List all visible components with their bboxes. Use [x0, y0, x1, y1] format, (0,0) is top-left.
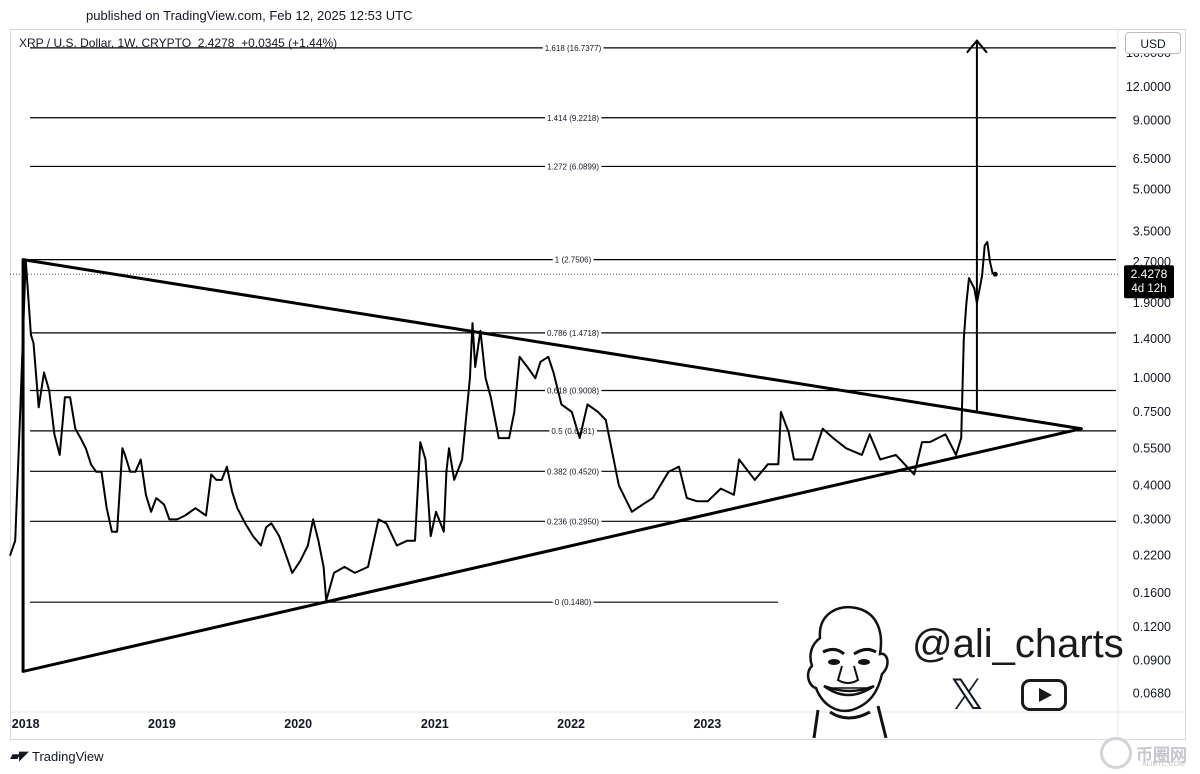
y-tick-label: 9.0000 — [1133, 114, 1171, 128]
y-tick-label: 0.5500 — [1133, 441, 1171, 455]
published-note: published on TradingView.com, Feb 12, 20… — [86, 8, 413, 23]
y-tick-label: 5.0000 — [1133, 183, 1171, 197]
fib-level-label: 0.618 (0.9008) — [547, 386, 599, 395]
x-tick-label: 2019 — [148, 717, 176, 731]
price-readout-countdown: 4d 12h — [1131, 283, 1166, 295]
fib-label-bg — [544, 162, 602, 172]
fib-levels: 0 (0.1480) 0.236 (0.2950) 0.382 (0.4520) 0.… — [10, 43, 1118, 608]
watermark-logo-icon — [1100, 737, 1132, 769]
y-tick-label: 6.5000 — [1133, 152, 1171, 166]
last-price-dot — [992, 271, 998, 277]
currency-button[interactable]: USD — [1125, 32, 1181, 54]
fib-level-label: 0.5 (0.6381) — [551, 427, 594, 436]
avatar-icon — [806, 605, 889, 738]
tradingview-logo-text: TradingView — [32, 748, 104, 764]
symbol-change: +0.0345 (+1.44%) — [241, 36, 338, 50]
x-logo-icon[interactable]: 𝕏 — [950, 671, 984, 718]
fib-label-bg — [544, 386, 602, 396]
y-tick-label: 1.4000 — [1133, 332, 1171, 346]
watermark-text: 币圈网 — [1136, 745, 1187, 765]
fib-level-label: 0.382 (0.4520) — [547, 467, 599, 476]
y-tick-label: 0.7500 — [1133, 405, 1171, 419]
chart-frame[interactable] — [10, 29, 1186, 740]
y-tick-label: 0.2200 — [1133, 549, 1171, 563]
fib-level-label: 1.272 (6.0899) — [547, 162, 599, 171]
y-tick-label: 0.3000 — [1133, 512, 1171, 526]
site-watermark: 币圈网 ALIBTC.COM — [1100, 737, 1187, 769]
x-tick-label: 2021 — [421, 717, 449, 731]
y-tick-label: 0.0900 — [1133, 653, 1171, 667]
lower-trendline — [325, 427, 1082, 604]
price-readout: 2.4278 4d 12h — [1124, 265, 1174, 299]
price-readout-value: 2.4278 — [1131, 267, 1168, 281]
fib-level-label: 1.618 (16.7377) — [545, 44, 602, 53]
y-tick-label: 0.4000 — [1133, 479, 1171, 493]
y-tick-label: 0.0680 — [1133, 686, 1171, 700]
y-axis: 16.000012.00009.00006.50005.00003.50002.… — [1126, 46, 1171, 700]
fib-label-bg — [552, 598, 594, 608]
y-tick-label: 0.1600 — [1133, 586, 1171, 600]
fib-level-label: 0.786 (1.4718) — [547, 329, 599, 338]
x-axis: 2018 2019 2020 2021 2022 2023 — [12, 717, 722, 731]
x-tick-label: 2020 — [284, 717, 312, 731]
symbol-price: 2.4278 — [197, 36, 235, 50]
fib-level-label: 1 (2.7506) — [555, 256, 592, 265]
fib-label-bg — [549, 426, 597, 436]
price-series — [9, 240, 998, 602]
y-tick-label: 0.1200 — [1133, 620, 1171, 634]
symbol-legend: XRP / U.S. Dollar, 1W, CRYPTO 2.4278 +0.… — [19, 36, 337, 50]
y-tick-label: 12.0000 — [1126, 80, 1171, 94]
price-readout-box — [1124, 265, 1174, 299]
fib-level-label: 0.236 (0.2950) — [547, 517, 599, 526]
tradingview-logo[interactable]: ▰◤ TradingView — [10, 748, 104, 764]
fib-label-bg — [544, 113, 602, 123]
fib-label-bg — [552, 255, 594, 265]
tradingview-logo-icon: ▰◤ — [10, 748, 29, 763]
x-tick-label: 2022 — [557, 717, 585, 731]
watermark-subtext: ALIBTC.COM — [1142, 761, 1185, 768]
fib-level-label: 0 (0.1480) — [555, 598, 592, 607]
symbol-name: XRP / U.S. Dollar, 1W, CRYPTO — [19, 36, 192, 50]
y-tick-label: 3.5000 — [1133, 224, 1171, 238]
x-tick-label: 2018 — [12, 717, 40, 731]
fib-level-label: 1.414 (9.2218) — [547, 114, 599, 123]
fib-label-bg — [542, 43, 604, 53]
fib-label-bg — [544, 328, 602, 338]
y-tick-label: 1.9000 — [1133, 296, 1171, 310]
target-arrow-head — [966, 39, 988, 54]
author-handle: @ali_charts — [912, 622, 1124, 666]
fib-label-bg — [544, 467, 602, 477]
fib-label-bg — [544, 517, 602, 527]
youtube-icon[interactable] — [1021, 679, 1067, 711]
y-tick-label: 1.0000 — [1133, 371, 1171, 385]
price-line — [9, 240, 996, 602]
x-tick-label: 2023 — [693, 717, 721, 731]
pattern-triangle — [21, 39, 1083, 673]
